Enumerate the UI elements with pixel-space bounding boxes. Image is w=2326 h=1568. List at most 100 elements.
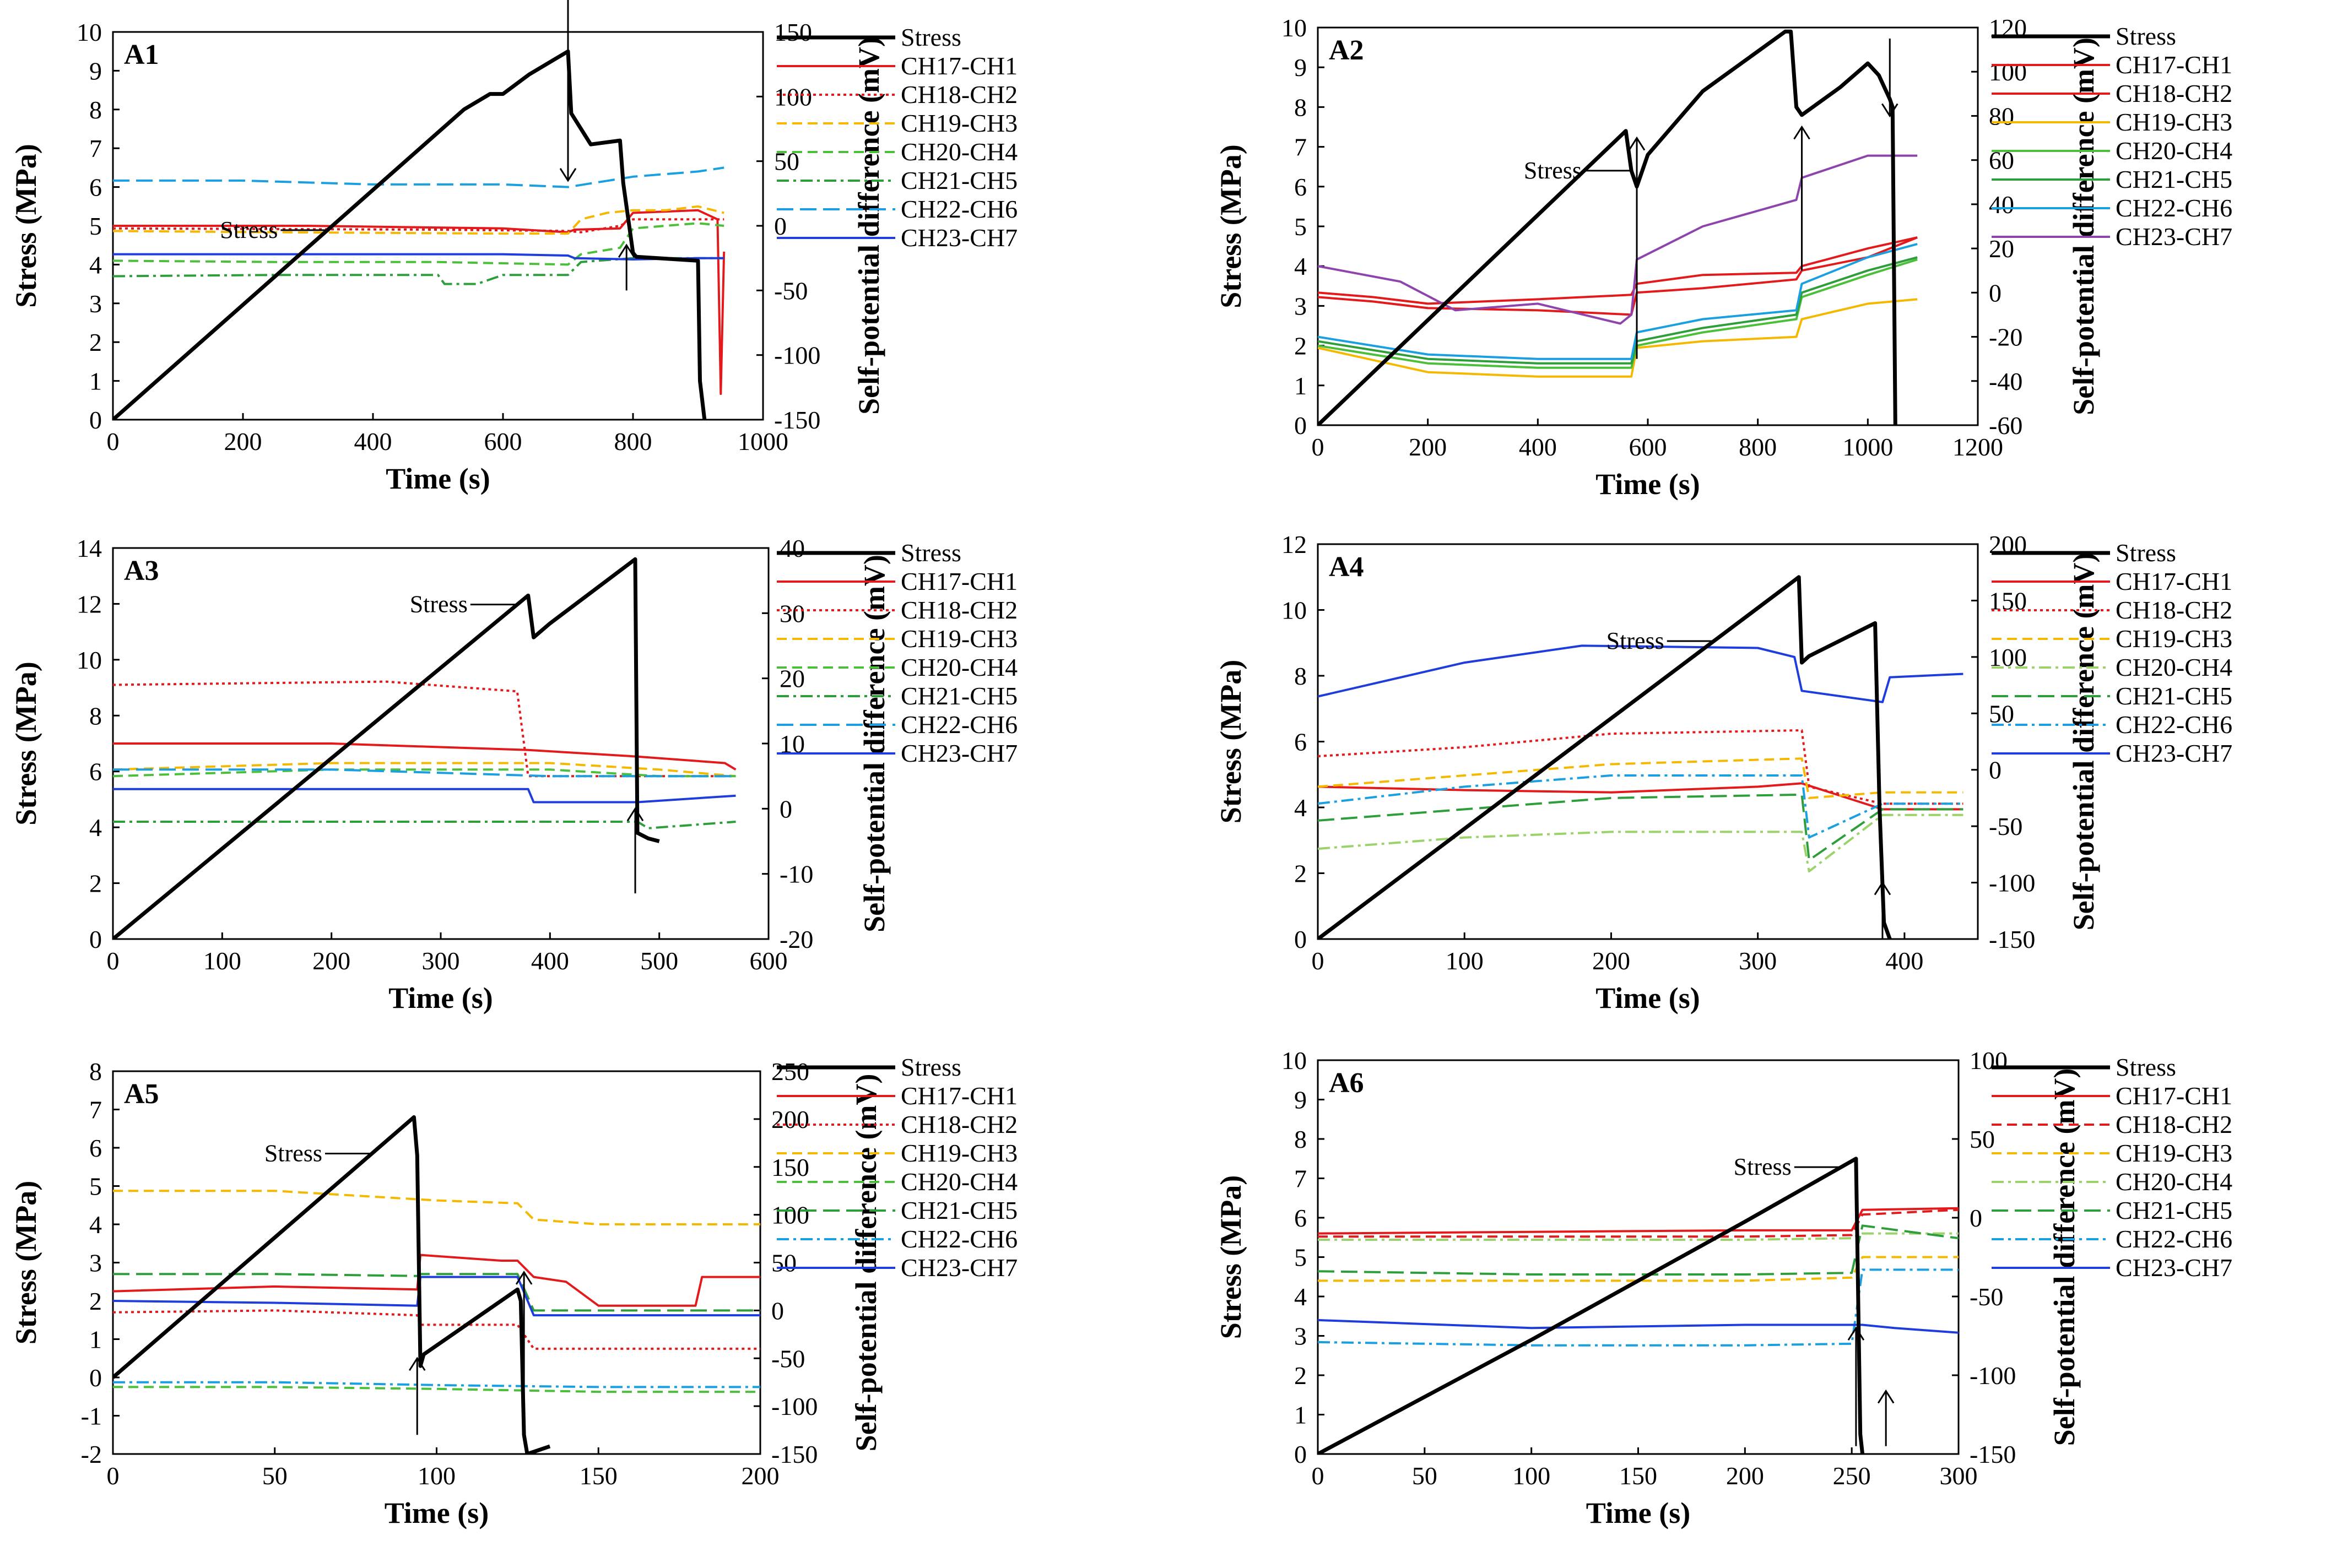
y-tick-label: 4	[1294, 1283, 1307, 1311]
legend-label: CH20-CH4	[901, 1168, 1018, 1196]
y-tick-label: 1	[1294, 372, 1307, 400]
series-line-stress	[1318, 1157, 1865, 1454]
legend-label: CH18-CH2	[2116, 596, 2232, 624]
legend-label: CH22-CH6	[2116, 194, 2232, 222]
y-tick-label: 4	[89, 813, 102, 842]
y-tick-label: 8	[89, 702, 102, 730]
legend-label: CH21-CH5	[901, 682, 1018, 710]
y2-tick-label: -60	[1989, 411, 2022, 440]
panel-label: A5	[124, 1078, 159, 1110]
panel-A4: 0 100 200 300 400024681012-150-100-500501001…	[1214, 530, 2232, 1014]
legend-label: CH19-CH3	[901, 1139, 1018, 1167]
series-line-stress	[1318, 29, 1897, 425]
y2-tick-label: 0	[1970, 1204, 1982, 1232]
legend-label: CH21-CH5	[2116, 1196, 2232, 1224]
y-tick-label: 1	[1294, 1401, 1307, 1429]
legend-label: Stress	[901, 23, 961, 51]
y2-tick-label: 0	[774, 212, 787, 240]
panel-label: A4	[1329, 551, 1364, 583]
x-tick-label: 50	[262, 1462, 288, 1490]
legend-label: CH19-CH3	[901, 109, 1018, 137]
series-line-ch17-ch1	[1318, 782, 1963, 811]
x-tick-label: 300	[1739, 947, 1777, 975]
series-line-ch22-ch6	[1318, 243, 1918, 360]
y-tick-label: 6	[89, 758, 102, 786]
x-tick-label: 150	[1619, 1462, 1657, 1490]
legend-label: CH19-CH3	[2116, 625, 2232, 653]
x-tick-label: 150	[580, 1462, 618, 1490]
legend-label: CH21-CH5	[2116, 165, 2232, 193]
y-tick-label: 7	[1294, 1165, 1307, 1193]
legend-label: CH23-CH7	[901, 224, 1018, 252]
x-tick-label: 400	[1885, 947, 1923, 975]
legend-label: CH20-CH4	[2116, 653, 2232, 681]
series-line-ch20-ch4	[1318, 1232, 1959, 1241]
y-tick-label: 1	[89, 367, 102, 395]
x-tick-label: 400	[354, 427, 392, 455]
y2-tick-label: 150	[774, 18, 812, 46]
y-tick-label: 2	[89, 1287, 102, 1315]
series-line-ch18-ch2	[113, 680, 736, 778]
y-tick-label: 4	[89, 1211, 102, 1239]
y-tick-label: 10	[77, 18, 102, 46]
x-tick-label: 0	[107, 947, 120, 975]
y-tick-label: 14	[77, 534, 102, 562]
x-tick-label: 250	[1833, 1462, 1871, 1490]
stress-annotation: Stress	[1524, 157, 1582, 184]
x-tick-label: 200	[742, 1462, 780, 1490]
y-tick-label: 9	[1294, 53, 1307, 82]
y2-tick-label: -150	[771, 1440, 818, 1468]
panel-A3: 0 100 200 300 400 500 60002468101214-20-100102…	[9, 534, 1018, 1014]
series-line-ch23-ch7	[1318, 154, 1918, 325]
panel-A2: 0 200 400 600 800 1000 1200012345678910-60-40-…	[1214, 14, 2232, 501]
event-arrow-head	[559, 168, 577, 182]
legend-label: CH22-CH6	[2116, 1225, 2232, 1253]
series-line-ch21-ch5	[113, 257, 724, 285]
y-tick-label: 8	[1294, 1125, 1307, 1153]
y-tick-label: -2	[81, 1440, 102, 1468]
legend-label: CH23-CH7	[2116, 223, 2232, 251]
series-line-ch22-ch6	[1318, 1268, 1959, 1347]
x-tick-label: 300	[422, 947, 460, 975]
series-line-stress	[113, 1115, 551, 1454]
y2-tick-label: -50	[1970, 1283, 2003, 1311]
y2-tick-label: 0	[780, 795, 792, 823]
y2-tick-label: -150	[774, 406, 820, 434]
event-arrow-head	[618, 243, 635, 258]
x-tick-label: 400	[1519, 433, 1557, 461]
legend-label: CH22-CH6	[901, 1225, 1018, 1253]
x-tick-label: 100	[418, 1462, 456, 1490]
series-line-ch18-ch2	[113, 218, 724, 234]
stress-annotation: Stress	[410, 591, 468, 618]
series-line-ch19-ch3	[1318, 298, 1918, 378]
y-tick-label: 0	[89, 925, 102, 953]
series-line-ch23-ch7	[1318, 644, 1963, 703]
x-tick-label: 50	[1412, 1462, 1437, 1490]
legend-label: CH18-CH2	[901, 80, 1018, 108]
y2-tick-label: 20	[1989, 235, 2014, 263]
y2-tick-label: -100	[774, 341, 820, 370]
panel-label: A1	[124, 39, 159, 70]
series-line-ch19-ch3	[1318, 757, 1963, 799]
x-tick-label: 200	[1409, 433, 1447, 461]
y-tick-label: 5	[1294, 1244, 1307, 1272]
series-line-stress	[1318, 575, 1892, 939]
series-line-ch17-ch1	[113, 209, 726, 395]
y2-tick-label: -20	[780, 925, 813, 953]
y-tick-label: 0	[1294, 1440, 1307, 1468]
panel-A1: 0 200 400 600 800 1000012345678910-150-100-50…	[9, 0, 1018, 495]
x-tick-label: 800	[1739, 433, 1777, 461]
y-tick-label: 10	[1281, 14, 1307, 42]
x-tick-label: 100	[1446, 947, 1484, 975]
y2-tick-label: 100	[771, 1201, 809, 1229]
y2-axis-label: Self-potential difference (mV)	[858, 555, 891, 932]
x-tick-label: 0	[107, 1462, 120, 1490]
legend-label: CH19-CH3	[901, 625, 1018, 653]
legend-label: CH20-CH4	[901, 138, 1018, 166]
x-tick-label: 600	[484, 427, 522, 455]
legend-label: Stress	[901, 1053, 961, 1081]
y-tick-label: 8	[1294, 93, 1307, 121]
series-line-ch23-ch7	[113, 788, 736, 804]
y-axis-label: Stress (MPa)	[9, 144, 42, 307]
y2-tick-label: -50	[774, 276, 808, 305]
